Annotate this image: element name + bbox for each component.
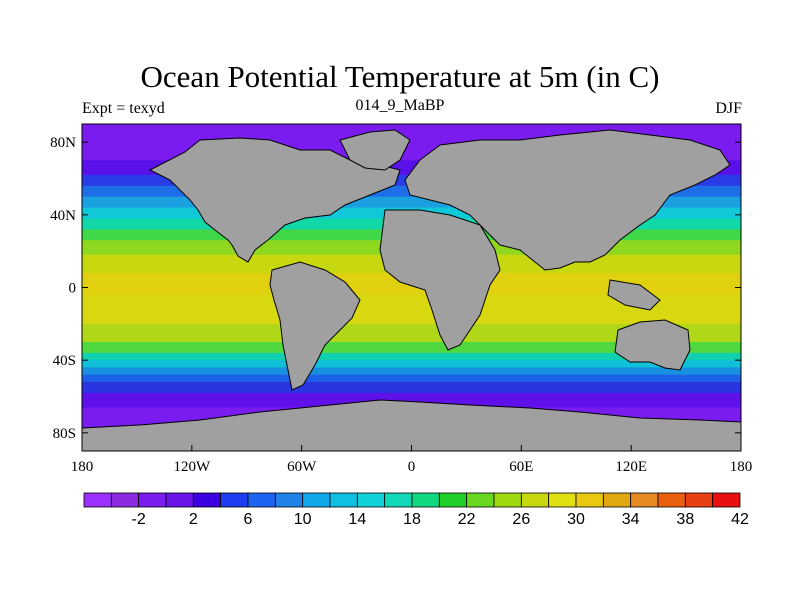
colorbar-label: 22 [458, 511, 476, 528]
colorbar-swatch [630, 492, 659, 508]
lat-tick-label: 80S [53, 426, 76, 442]
colorbar-swatch [712, 492, 741, 508]
ocean-band [82, 352, 741, 361]
eurasia [404, 129, 731, 271]
colorbar-swatch [356, 492, 386, 508]
ocean-band [82, 367, 741, 376]
colorbar-label: -2 [132, 511, 146, 528]
ocean-band [82, 196, 741, 209]
lat-tick-label: 0 [69, 281, 77, 297]
lon-tick-label: 120W [173, 459, 211, 475]
land-masses [82, 129, 741, 451]
colorbar-swatch [83, 492, 112, 508]
colorbar-label: 38 [676, 511, 694, 528]
latitude-axis: 80N 40N 0 40S 80S [50, 135, 741, 442]
maritime-continent [607, 279, 661, 311]
colorbar-swatch [329, 492, 358, 508]
colorbar-swatch [684, 492, 714, 508]
colorbar-label: 26 [512, 511, 530, 528]
antarctica [82, 399, 741, 451]
lon-tick-label: 60W [287, 459, 317, 475]
lon-tick-label: 60E [509, 459, 533, 475]
colorbar-swatch [520, 492, 550, 508]
colorbar-swatch [602, 492, 632, 508]
colorbar-swatch [657, 492, 686, 508]
south-america [269, 261, 361, 391]
colorbar-label: 30 [567, 511, 585, 528]
colorbar-swatch [110, 492, 140, 508]
colorbar-swatch [247, 492, 276, 508]
ocean-band [82, 342, 741, 354]
ocean-band [82, 381, 741, 394]
africa [379, 209, 501, 351]
colorbar-label: 18 [403, 511, 421, 528]
longitude-axis: 180 120W 60W 0 60E 120E 180 [71, 445, 753, 475]
colorbar-swatch [220, 492, 249, 508]
experiment-label: Expt = texyd [82, 100, 165, 117]
colorbar-label: 14 [348, 511, 366, 528]
australia [614, 319, 691, 371]
lon-tick-label: 120E [615, 459, 647, 475]
ocean-band [82, 360, 741, 368]
lat-tick-label: 40N [50, 208, 76, 224]
colorbar: -2 2 6 10 14 18 22 26 30 34 38 42 [83, 492, 749, 528]
colorbar-swatch [438, 492, 468, 508]
colorbar-swatch [548, 492, 577, 508]
period-label: 014_9_MaBP [355, 97, 445, 114]
north-america [148, 137, 401, 263]
colorbar-swatch [165, 492, 194, 508]
colorbar-label: 2 [189, 511, 198, 528]
lon-tick-label: 180 [730, 459, 753, 475]
colorbar-label: 6 [244, 511, 253, 528]
colorbar-swatch [466, 492, 495, 508]
colorbar-swatch [274, 492, 304, 508]
colorbar-label: 42 [731, 511, 749, 528]
lat-tick-label: 80N [50, 135, 76, 151]
ocean-band [82, 323, 741, 343]
colorbar-swatch [302, 492, 331, 508]
colorbar-swatch [192, 492, 222, 508]
colorbar-swatch [575, 492, 604, 508]
colorbar-swatch [493, 492, 522, 508]
lat-tick-label: 40S [53, 353, 76, 369]
map-title: Ocean Potential Temperature at 5m (in C) [140, 59, 660, 94]
lon-tick-label: 180 [71, 459, 94, 475]
ocean-band [82, 392, 741, 408]
lon-tick-label: 0 [408, 459, 416, 475]
colorbar-label: 34 [622, 511, 640, 528]
colorbar-swatch [384, 492, 413, 508]
colorbar-swatch [138, 492, 167, 508]
season-label: DJF [715, 100, 742, 117]
colorbar-label: 10 [294, 511, 312, 528]
greenland [339, 129, 411, 171]
ocean-band [82, 374, 741, 383]
colorbar-swatch [411, 492, 440, 508]
